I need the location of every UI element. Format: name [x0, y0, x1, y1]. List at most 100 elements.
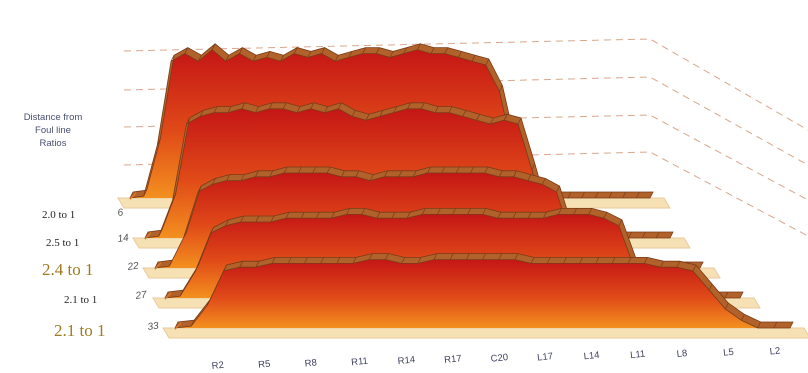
ridge-notch [194, 265, 199, 272]
ridge-notch [157, 138, 161, 145]
ridge-notch [421, 208, 426, 215]
ridge-notch [240, 174, 245, 181]
ribbon-series-group [117, 43, 808, 339]
ridge-notch [379, 110, 384, 117]
ridge-notch [170, 55, 175, 62]
ridge-notch [513, 170, 517, 177]
x-tick-label: L14 [583, 350, 600, 363]
ridge-notch [417, 43, 421, 50]
x-tick-label: L8 [676, 348, 688, 360]
ridge-notch [300, 212, 305, 219]
x-tick-label: R5 [258, 359, 271, 371]
ridge-notch [433, 253, 438, 260]
ribbon-bevel-33 [175, 322, 181, 330]
ridge-notch [269, 102, 273, 109]
ridge-notch [406, 212, 411, 219]
ridge-notch [351, 110, 356, 117]
ridge-notch [636, 191, 640, 199]
ribbon-floor-33 [162, 327, 808, 339]
ridge-notch [497, 212, 502, 219]
y-axis-title: Distance from Foul line Ratios [24, 112, 83, 149]
ridge-notch [437, 208, 441, 215]
ridge-notch [207, 299, 211, 306]
ridge-notch [498, 253, 502, 260]
ridge-notch [255, 261, 260, 268]
ridge-notch [179, 289, 184, 297]
ribbon-face-33 [175, 259, 790, 328]
ridge-notch [458, 51, 462, 58]
ridge-notch [499, 85, 503, 92]
ridge-notch [517, 117, 522, 125]
ridge-notch [307, 51, 312, 58]
ridge-notch [542, 212, 547, 219]
ridge-notch [603, 212, 608, 219]
ridge-notch [287, 257, 292, 264]
ridge-notch [271, 257, 276, 264]
ridge-notch [310, 102, 315, 109]
ridge-notch [172, 193, 176, 201]
ridge-notch [331, 212, 335, 219]
ridge-notch [391, 212, 396, 219]
ridge-notch [482, 253, 486, 260]
ridge-notch [389, 51, 394, 58]
ridge-notch [660, 261, 664, 268]
ridge-notch [169, 259, 173, 267]
ridge-notch [579, 257, 583, 264]
ridge-notch [226, 174, 231, 181]
ridge-notch [476, 114, 480, 121]
ridge-notch [183, 231, 187, 238]
ridge-notch [352, 257, 357, 264]
ridge-notch [448, 106, 453, 113]
depth-tick-label: 22 [126, 260, 140, 273]
ridge-notch [384, 170, 388, 177]
ridge-notch [563, 257, 567, 264]
x-tick-label: R8 [304, 357, 317, 369]
ridge-notch [158, 229, 163, 237]
ridge-notch [198, 55, 202, 62]
ridge-notch [270, 215, 275, 223]
x-tick-label: L2 [769, 346, 781, 358]
ridge-notch [485, 58, 490, 66]
x-tick-label: R2 [211, 360, 224, 372]
ridge-notch [312, 166, 317, 174]
ridge-notch [622, 191, 626, 199]
ridge-notch [618, 219, 623, 226]
ridge-notch [296, 106, 301, 113]
ridge-notch [595, 257, 600, 264]
ridge-notch [283, 166, 288, 174]
ridge-notch [239, 261, 244, 268]
ridge-notch [594, 191, 599, 199]
ridge-notch [470, 166, 474, 174]
ribbon-bevel-14 [145, 232, 151, 240]
ridge-notch [190, 319, 195, 327]
chart-labels: Distance from Foul line Ratios 6 14 22 27 33 2.0… [24, 112, 781, 372]
ridge-notch [434, 106, 439, 113]
ridge-notch [503, 114, 508, 121]
ridge-notch [441, 166, 446, 174]
ridge-notch [186, 117, 190, 125]
ridge-notch [452, 208, 456, 215]
ridge-notch [567, 191, 572, 199]
ridge-notch [573, 208, 577, 215]
ridge-notch [341, 170, 345, 177]
ridge-notch [655, 231, 660, 239]
ridge-notch [724, 302, 729, 310]
ridge-notch [692, 264, 697, 272]
series-ratio-label: 2.1 to 1 [64, 294, 97, 306]
series-ratio-label: 2.1 to 1 [54, 321, 105, 340]
ridge-notch [490, 117, 494, 125]
ribbon-series-33 [162, 253, 808, 339]
ridge-notch [211, 43, 216, 50]
x-tick-label: R14 [397, 354, 415, 367]
ridge-notch [361, 208, 366, 215]
ridge-notch [588, 208, 592, 215]
ridge-notch [531, 163, 536, 170]
ridge-notch [558, 208, 562, 215]
ridge-notch [471, 55, 476, 62]
x-tick-label: R11 [351, 356, 369, 369]
ridge-notch [757, 321, 761, 329]
ridge-notch [269, 170, 274, 177]
ridge-notch [401, 257, 405, 264]
series-ratio-label: 2.0 to 1 [42, 209, 75, 221]
